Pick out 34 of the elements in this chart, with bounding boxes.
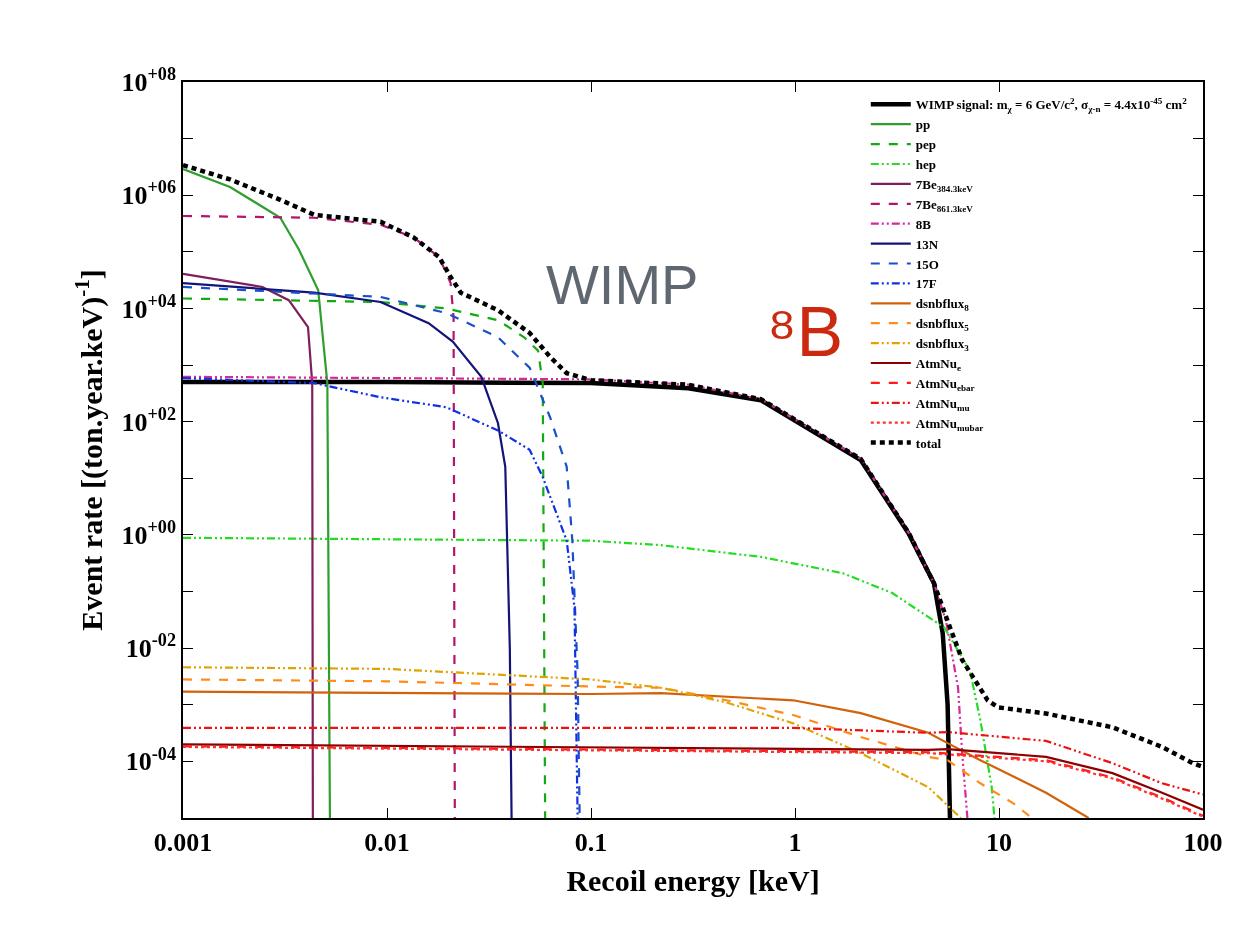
x-tick-label: 1 xyxy=(788,827,802,857)
legend-label: 13N xyxy=(915,236,939,252)
legend-label: dsnbflux$_{8}$ xyxy=(915,296,970,314)
legend-label: 7Be$_{384.3keV}$ xyxy=(915,176,974,194)
legend-label: 17F xyxy=(915,276,937,292)
y-tick-label: 10$^{+04}$ xyxy=(121,290,177,324)
annotation: WIMP xyxy=(546,253,699,316)
y-tick-label: 10$^{+08}$ xyxy=(121,64,177,98)
x-tick-label: 10 xyxy=(986,827,1012,857)
legend-label: pp xyxy=(915,117,931,133)
x-axis-title: Recoil energy [keV] xyxy=(566,863,820,897)
y-tick-label: 10$^{-02}$ xyxy=(125,630,177,664)
legend-label: dsnbflux$_{5}$ xyxy=(915,316,970,334)
x-tick-label: 0.1 xyxy=(574,827,608,857)
legend-label: 15O xyxy=(915,256,939,272)
y-tick-label: 10$^{+00}$ xyxy=(121,517,177,551)
legend-label: 8B xyxy=(915,216,932,232)
legend-label: AtmNu$_{mu}$ xyxy=(915,395,970,413)
y-tick-label: 10$^{-04}$ xyxy=(125,743,177,777)
y-tick-label: 10$^{+06}$ xyxy=(121,177,177,211)
legend-label: AtmNu$_{e}$ xyxy=(915,356,962,373)
legend-label: 7Be$_{861.3keV}$ xyxy=(915,196,974,214)
legend-label: pep xyxy=(915,137,937,153)
legend-label: hep xyxy=(915,157,937,173)
text: WIMP signal: m$_{χ}$ = 6 GeV/c$^{2}$, σ$_{χ-n}$ = 4.4x10$^{-45}$ cm$^{2}$ xyxy=(915,95,1187,115)
x-tick-label: 100 xyxy=(1183,827,1223,857)
legend-label: AtmNu$_{ebar}$ xyxy=(915,375,975,393)
y-tick-label: 10$^{+02}$ xyxy=(121,403,177,437)
legend-label: AtmNu$_{mubar}$ xyxy=(915,415,984,433)
x-tick-label: 0.001 xyxy=(153,827,213,857)
legend-label: total xyxy=(915,435,942,451)
annotation: ⁸B xyxy=(767,293,844,371)
x-tick-label: 0.01 xyxy=(364,827,410,857)
legend-label: dsnbflux$_{3}$ xyxy=(915,336,970,353)
